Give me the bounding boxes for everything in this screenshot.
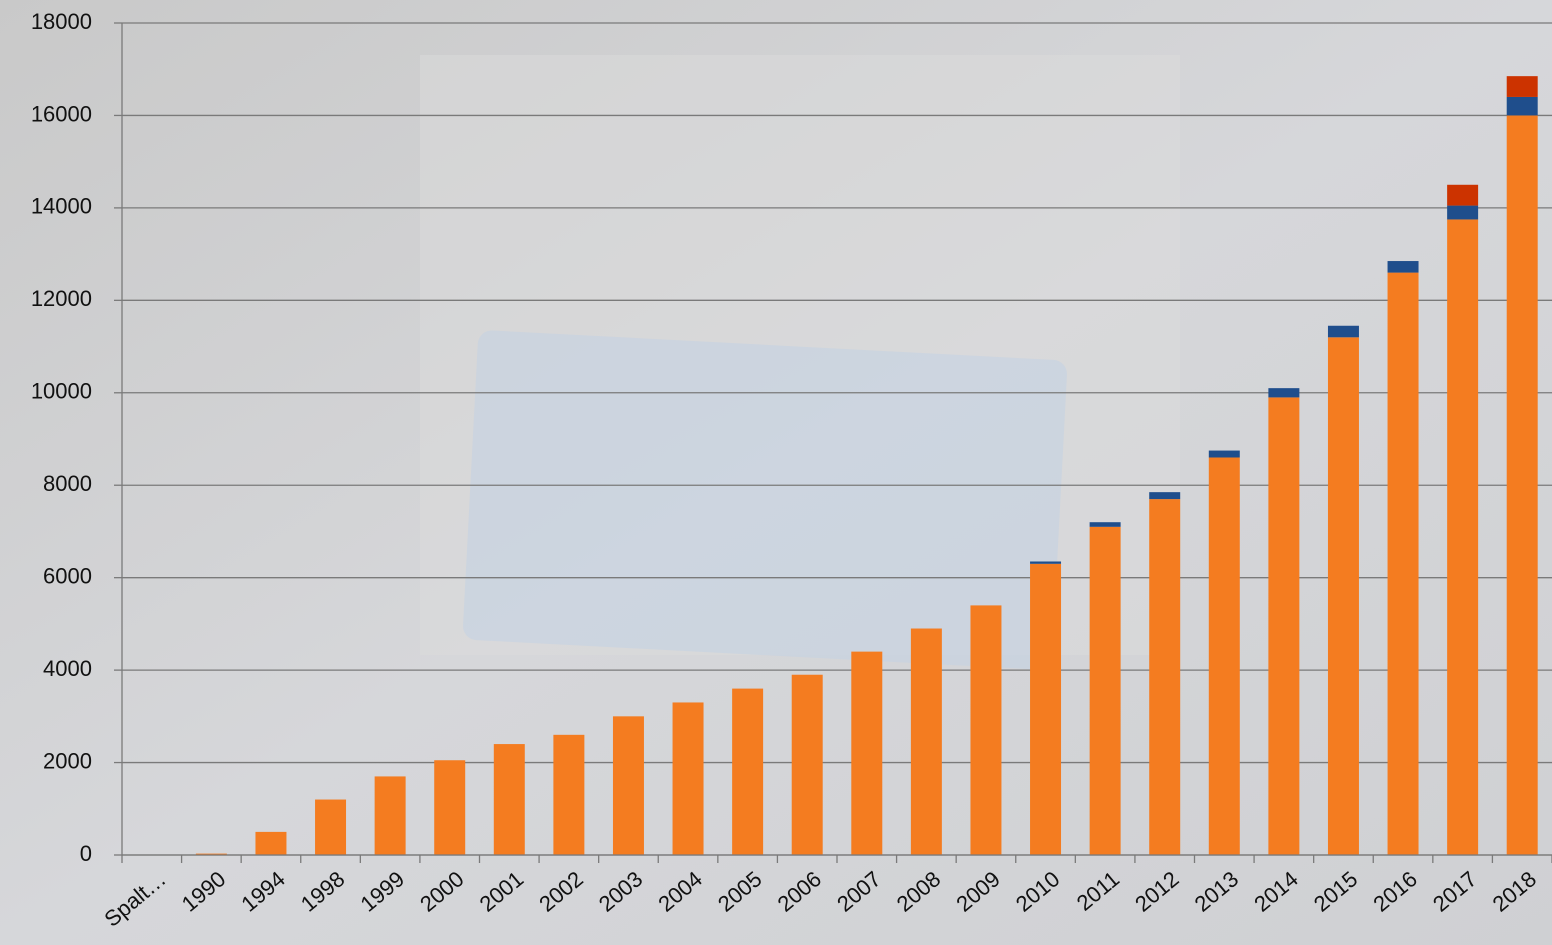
y-tick-label: 10000	[31, 379, 92, 404]
bar-segment	[1089, 522, 1121, 527]
bar-segment	[434, 760, 466, 855]
bar-segment	[1208, 457, 1240, 855]
y-tick-label: 16000	[31, 101, 92, 126]
bar-segment	[1327, 337, 1359, 855]
bar-segment	[1030, 563, 1062, 855]
y-tick-label: 8000	[43, 471, 92, 496]
bar-segment	[493, 744, 525, 855]
bar-segment	[1268, 397, 1300, 855]
bar-segment	[851, 651, 883, 855]
y-tick-label: 18000	[31, 9, 92, 34]
background-card	[463, 330, 1067, 670]
y-tick-label: 0	[80, 841, 92, 866]
bar-segment	[1447, 219, 1479, 855]
bar-segment	[1506, 115, 1538, 855]
bar-segment	[1506, 96, 1538, 116]
bar-segment	[1089, 526, 1121, 855]
bar-segment	[315, 799, 347, 855]
bar-segment	[732, 688, 764, 855]
bar-segment	[1387, 261, 1419, 273]
y-tick-label: 6000	[43, 563, 92, 588]
y-tick-label: 14000	[31, 194, 92, 219]
bar-segment	[195, 853, 227, 855]
bar-segment	[553, 734, 585, 855]
bar-segment	[1208, 450, 1240, 458]
bar-segment	[1149, 499, 1181, 855]
bar-segment	[791, 674, 823, 855]
y-tick-label: 2000	[43, 748, 92, 773]
bar-segment	[255, 831, 287, 855]
bar-segment	[374, 776, 406, 855]
bar-segment	[1387, 272, 1419, 856]
y-tick-label: 4000	[43, 656, 92, 681]
y-tick-label: 12000	[31, 286, 92, 311]
bar-segment	[1149, 492, 1181, 500]
bar-segment	[612, 716, 644, 855]
bar-segment	[1268, 388, 1300, 398]
bar-segment	[910, 628, 942, 855]
bar-segment	[1506, 76, 1538, 97]
bar-segment	[1327, 325, 1359, 338]
bar-segment	[1447, 184, 1479, 206]
bar-segment	[672, 702, 704, 855]
bar-segment	[970, 605, 1002, 855]
bar-segment	[1030, 561, 1062, 564]
bar-segment	[1447, 205, 1479, 220]
